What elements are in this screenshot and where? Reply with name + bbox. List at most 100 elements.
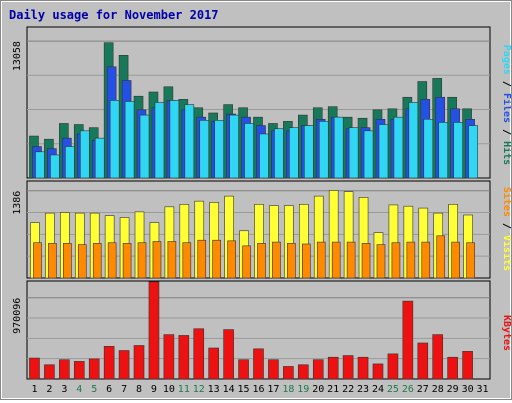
x-tick-label: 19 bbox=[297, 384, 309, 395]
panel-pages-files-hits: 13058 bbox=[12, 26, 491, 179]
x-tick-label: 21 bbox=[327, 384, 339, 395]
bar-sites-day-19 bbox=[302, 243, 311, 279]
bar-sites-day-3 bbox=[63, 243, 72, 279]
bar-pages-day-13 bbox=[214, 120, 224, 179]
x-tick-label: 18 bbox=[282, 384, 294, 395]
legend-hits: Hits bbox=[501, 141, 511, 165]
legend-kbytes: KBytes bbox=[501, 315, 511, 351]
bar-sites-day-21 bbox=[331, 241, 341, 279]
bar-pages-day-2 bbox=[50, 154, 60, 179]
bar-pages-day-23 bbox=[363, 130, 374, 179]
bar-kbytes-day-6 bbox=[103, 346, 115, 380]
bar-kbytes-day-19 bbox=[298, 364, 309, 380]
x-tick-label: 12 bbox=[193, 384, 205, 395]
bar-pages-day-14 bbox=[229, 114, 239, 179]
legend-top: Pages / Files / Hits bbox=[501, 45, 511, 165]
bar-kbytes-day-13 bbox=[208, 347, 219, 380]
bar-kbytes-day-7 bbox=[118, 350, 130, 380]
bar-kbytes-day-25 bbox=[387, 353, 399, 380]
panel-kbytes: 970096 bbox=[12, 280, 491, 380]
bar-pages-day-24 bbox=[378, 124, 389, 179]
bar-kbytes-day-16 bbox=[253, 348, 264, 380]
bar-pages-day-30 bbox=[468, 125, 478, 179]
bar-kbytes-day-24 bbox=[372, 363, 384, 380]
x-tick-label: 6 bbox=[106, 384, 112, 395]
bar-kbytes-day-4 bbox=[73, 361, 85, 380]
bar-kbytes-day-23 bbox=[357, 356, 369, 380]
bar-sites-day-7 bbox=[122, 243, 132, 279]
bar-sites-day-10 bbox=[167, 241, 177, 279]
bar-sites-day-27 bbox=[421, 241, 431, 279]
x-tick-label: 15 bbox=[238, 384, 250, 395]
x-tick-label: 1 bbox=[31, 384, 37, 395]
x-tick-label: 24 bbox=[372, 384, 384, 395]
bar-sites-day-28 bbox=[436, 235, 446, 279]
legend-files: Files bbox=[501, 93, 511, 123]
bar-pages-day-28 bbox=[438, 122, 449, 179]
bar-pages-day-15 bbox=[244, 123, 254, 179]
bar-sites-day-5 bbox=[92, 243, 102, 279]
x-tick-label: 31 bbox=[477, 384, 489, 395]
bar-sites-day-4 bbox=[77, 244, 87, 279]
bar-pages-day-12 bbox=[199, 120, 210, 179]
bar-pages-day-29 bbox=[453, 122, 463, 179]
x-tick-label: 16 bbox=[252, 384, 264, 395]
legend-middle: Sites / Visits bbox=[501, 187, 511, 271]
bar-kbytes-day-3 bbox=[59, 359, 70, 380]
bar-sites-day-25 bbox=[391, 242, 401, 279]
bar-sites-day-14 bbox=[227, 240, 236, 279]
bar-pages-day-25 bbox=[393, 116, 404, 179]
bar-kbytes-day-12 bbox=[193, 328, 205, 380]
bar-sites-day-26 bbox=[406, 241, 416, 279]
x-tick-label: 23 bbox=[357, 384, 369, 395]
x-tick-label: 14 bbox=[223, 384, 235, 395]
bar-pages-day-4 bbox=[79, 130, 90, 179]
bar-kbytes-day-11 bbox=[178, 335, 190, 380]
legend-bottom: KBytes bbox=[501, 315, 511, 351]
bar-sites-day-17 bbox=[272, 241, 281, 279]
bar-kbytes-day-14 bbox=[223, 329, 234, 380]
bar-pages-day-17 bbox=[274, 128, 284, 179]
bar-kbytes-day-5 bbox=[88, 358, 100, 380]
bar-pages-day-18 bbox=[289, 127, 299, 179]
bar-sites-day-9 bbox=[152, 241, 162, 279]
bar-kbytes-day-17 bbox=[268, 359, 279, 380]
chart-title: Daily usage for November 2017 bbox=[9, 8, 219, 22]
x-tick-label: 28 bbox=[432, 384, 444, 395]
x-tick-label: 29 bbox=[447, 384, 459, 395]
bar-pages-day-11 bbox=[184, 104, 195, 179]
bar-sites-day-18 bbox=[287, 243, 296, 279]
bar-pages-day-7 bbox=[124, 101, 135, 179]
bar-pages-day-27 bbox=[423, 118, 434, 179]
x-tick-label: 25 bbox=[387, 384, 399, 395]
x-tick-label: 20 bbox=[312, 384, 324, 395]
bar-pages-day-9 bbox=[154, 102, 165, 179]
bar-sites-day-8 bbox=[137, 242, 147, 279]
bar-kbytes-day-2 bbox=[44, 364, 55, 380]
bar-kbytes-day-20 bbox=[312, 359, 324, 380]
legend-sites: Sites bbox=[501, 187, 511, 217]
bar-sites-day-11 bbox=[182, 242, 192, 279]
panel-sites-visits: 1386 bbox=[12, 180, 491, 279]
bar-sites-day-23 bbox=[361, 243, 371, 279]
bar-sites-day-2 bbox=[48, 243, 57, 279]
legend-pages: Pages bbox=[501, 45, 511, 75]
bar-pages-day-5 bbox=[94, 137, 105, 179]
bar-sites-day-22 bbox=[346, 241, 356, 279]
x-tick-label: 22 bbox=[342, 384, 354, 395]
bar-sites-day-1 bbox=[33, 242, 42, 279]
x-tick-label: 26 bbox=[402, 384, 414, 395]
x-tick-label: 2 bbox=[46, 384, 52, 395]
bar-sites-day-29 bbox=[451, 241, 460, 279]
bar-pages-day-3 bbox=[65, 146, 75, 179]
bar-kbytes-day-29 bbox=[447, 356, 458, 380]
bar-kbytes-day-15 bbox=[238, 359, 249, 380]
bar-sites-day-16 bbox=[257, 243, 266, 279]
bar-pages-day-21 bbox=[333, 116, 344, 179]
bar-kbytes-day-27 bbox=[417, 342, 429, 380]
bar-sites-day-24 bbox=[376, 244, 386, 279]
bar-pages-day-10 bbox=[169, 100, 180, 179]
y-max-label: 13058 bbox=[12, 41, 23, 71]
bar-sites-day-12 bbox=[197, 239, 207, 279]
